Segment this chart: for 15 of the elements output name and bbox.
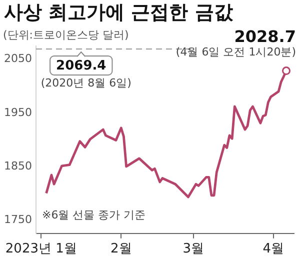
annotation: ※6월 선물 종가 기준 [42, 208, 146, 222]
x-tick-label: 4월 [262, 242, 284, 257]
x-tick-label: 2023년 1월 [5, 242, 77, 257]
x-tick-label: 3월 [182, 242, 204, 257]
ref-line-label: 2069.4 [56, 58, 106, 74]
y-tick-label: 1850 [4, 159, 32, 172]
annotation: (2020년 8월 6일) [40, 76, 132, 90]
y-tick-label: 2050 [4, 52, 32, 66]
chart-title: 사상 최고가에 근접한 금값 [4, 1, 234, 24]
x-tick-label: 2월 [110, 242, 132, 257]
annotation: (4월 6일 오전 1시20분) [176, 45, 296, 58]
y-tick-label: 1750 [4, 212, 32, 226]
y-axis-title: (단위:트로이온스당 달러) [3, 28, 129, 42]
annotation: 2028.7 [234, 27, 296, 46]
y-tick-label: 1950 [4, 106, 32, 119]
